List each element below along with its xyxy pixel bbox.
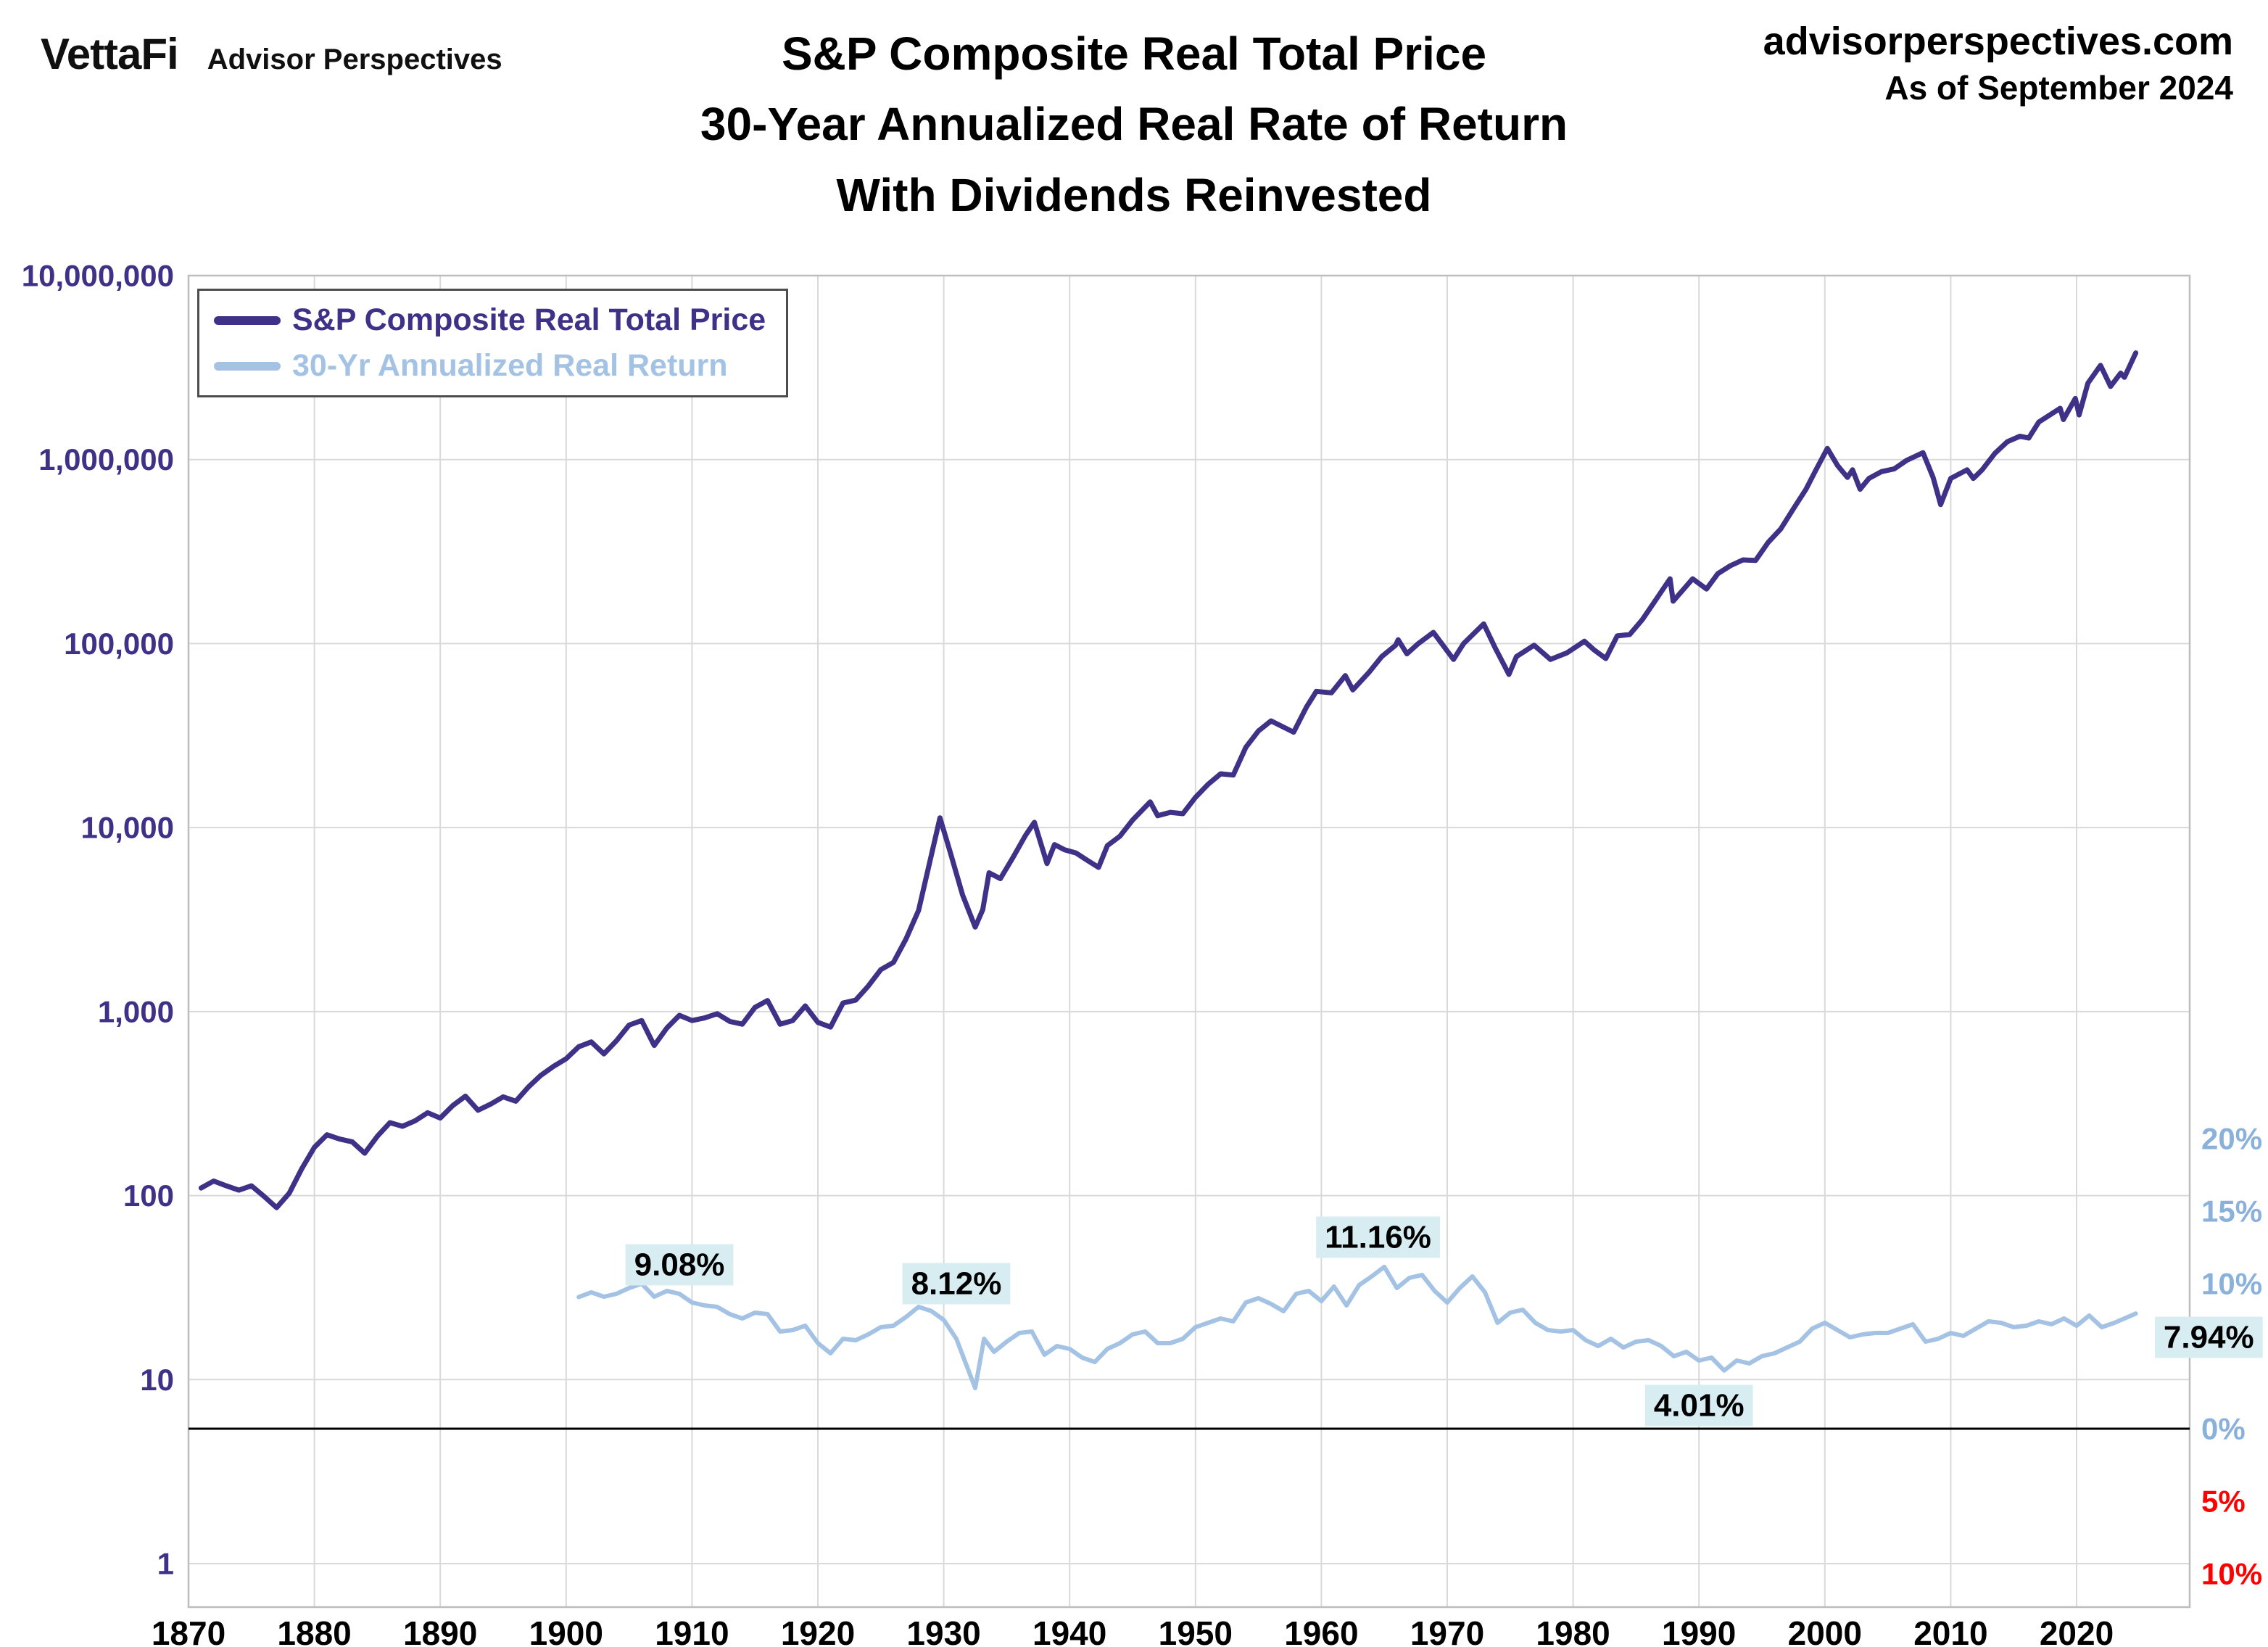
price-line-swatch bbox=[214, 315, 281, 325]
x-axis-tick: 2010 bbox=[1913, 1614, 1987, 1647]
return-series-line bbox=[576, 1264, 2138, 1390]
annotation-label: 9.08% bbox=[634, 1247, 725, 1283]
return-line-swatch bbox=[214, 361, 281, 371]
x-axis-tick: 1870 bbox=[152, 1614, 225, 1647]
x-axis-tick: 1920 bbox=[781, 1614, 855, 1647]
annotation-background bbox=[625, 1244, 734, 1286]
legend-label-return: 30-Yr Annualized Real Return bbox=[292, 348, 728, 383]
x-axis-tick: 1910 bbox=[655, 1614, 729, 1647]
x-axis-tick: 1930 bbox=[906, 1614, 980, 1647]
chart-title-line-2: 30-Year Annualized Real Rate of Return bbox=[700, 98, 1568, 151]
annotation-background bbox=[1644, 1384, 1753, 1427]
annotation-background bbox=[2154, 1316, 2263, 1358]
left-axis-tick: 1,000,000 bbox=[38, 442, 174, 476]
x-axis-tick: 1950 bbox=[1159, 1614, 1233, 1647]
left-axis-tick: 10 bbox=[140, 1363, 174, 1397]
x-axis-tick: 1900 bbox=[529, 1614, 603, 1647]
x-axis-tick: 2000 bbox=[1788, 1614, 1862, 1647]
right-axis-tick: 5% bbox=[2201, 1485, 2246, 1519]
x-axis-tick: 1980 bbox=[1536, 1614, 1610, 1647]
left-axis-tick: 1 bbox=[157, 1547, 174, 1581]
chart-title: S&P Composite Real Total Price 30-Year A… bbox=[0, 19, 2268, 231]
x-axis-tick: 1890 bbox=[403, 1614, 477, 1647]
legend-item-return: 30-Yr Annualized Real Return bbox=[214, 348, 766, 384]
annotation-label: 4.01% bbox=[1654, 1388, 1745, 1424]
right-axis-tick: 15% bbox=[2201, 1194, 2262, 1229]
left-axis-tick: 100 bbox=[123, 1179, 174, 1213]
annotation-label: 7.94% bbox=[2164, 1320, 2254, 1355]
logo-block: VettaFi Advisor Perspectives bbox=[41, 29, 502, 79]
annotation-label: 8.12% bbox=[911, 1266, 1002, 1302]
right-axis-tick: 0% bbox=[2201, 1412, 2246, 1446]
x-axis-tick: 1960 bbox=[1284, 1614, 1358, 1647]
chart-title-line-3: With Dividends Reinvested bbox=[836, 168, 1432, 221]
source-block: advisorperspectives.com As of September … bbox=[1763, 19, 2233, 107]
x-axis-tick: 1940 bbox=[1032, 1614, 1106, 1647]
annotation-background bbox=[902, 1263, 1011, 1305]
legend-item-price: S&P Composite Real Total Price bbox=[214, 302, 766, 338]
chart-title-line-1: S&P Composite Real Total Price bbox=[781, 28, 1487, 80]
as-of-date: As of September 2024 bbox=[1884, 69, 2233, 107]
left-axis-tick: 100,000 bbox=[64, 627, 174, 661]
advisor-perspectives-label: Advisor Perspectives bbox=[207, 44, 502, 75]
left-axis-tick: 10,000,000 bbox=[22, 259, 174, 293]
annotation-label: 11.16% bbox=[1325, 1220, 1431, 1255]
left-axis-tick: 10,000 bbox=[81, 811, 174, 845]
right-axis-tick: 10% bbox=[2201, 1557, 2262, 1591]
right-axis-tick: 10% bbox=[2201, 1267, 2262, 1301]
left-axis-tick: 1,000 bbox=[98, 994, 174, 1028]
vettafi-logo: VettaFi bbox=[41, 30, 179, 78]
x-axis-tick: 1990 bbox=[1662, 1614, 1736, 1647]
source-url: advisorperspectives.com bbox=[1763, 20, 2233, 63]
legend: S&P Composite Real Total Price 30-Yr Ann… bbox=[197, 289, 789, 397]
price-series-line bbox=[198, 350, 2139, 1210]
annotation-background bbox=[1316, 1216, 1440, 1258]
legend-label-price: S&P Composite Real Total Price bbox=[292, 302, 766, 337]
right-axis-tick: 20% bbox=[2201, 1122, 2262, 1156]
x-axis-tick: 1970 bbox=[1410, 1614, 1484, 1647]
plot-border bbox=[187, 274, 2191, 1609]
x-axis-tick: 2020 bbox=[2040, 1614, 2114, 1647]
x-axis-tick: 1880 bbox=[277, 1614, 351, 1647]
